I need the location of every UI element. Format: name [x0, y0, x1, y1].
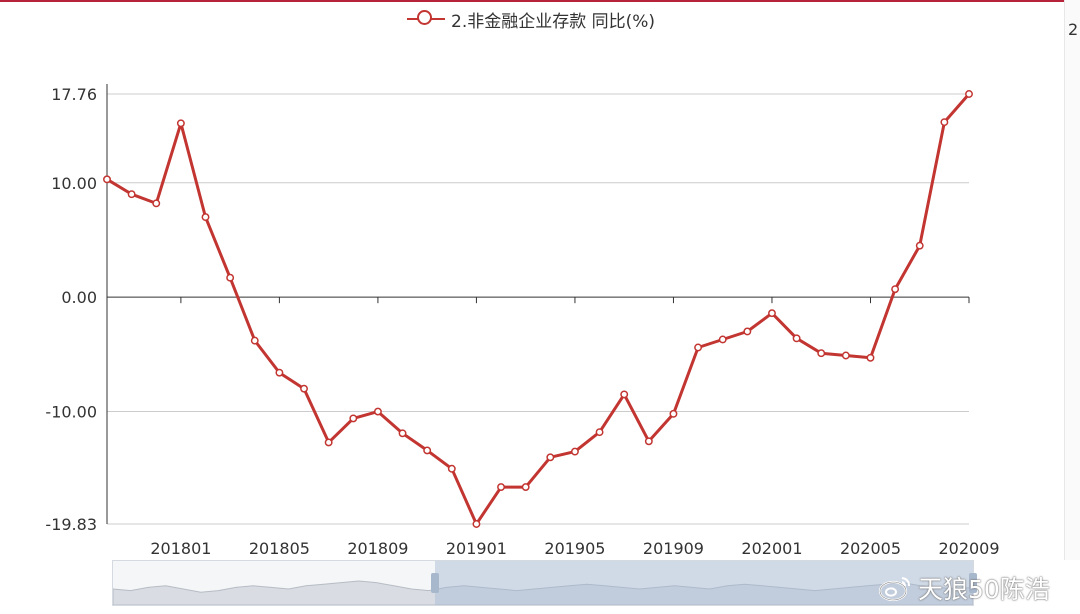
y-tick-label: -10.00: [45, 403, 97, 422]
data-point: [570, 447, 579, 456]
top-border: [0, 0, 1080, 2]
x-tick-label: 201809: [347, 539, 408, 558]
x-tick-label: 201905: [544, 539, 605, 558]
legend-label: 2.非金融企业存款 同比(%): [451, 11, 656, 32]
axes: [106, 84, 970, 524]
side-fragment-text: 2: [1068, 20, 1079, 39]
data-point: [768, 309, 776, 318]
y-tick-label: 0.00: [61, 288, 97, 307]
data-point: [595, 428, 604, 437]
data-point: [940, 118, 949, 127]
y-tick-label: 17.76: [51, 85, 97, 104]
data-point: [620, 390, 629, 399]
data-point: [644, 437, 653, 446]
data-point: [373, 407, 382, 416]
data-point: [521, 483, 530, 492]
x-tick-label: 202009: [938, 539, 999, 558]
data-point: [423, 446, 432, 455]
series-points: [103, 90, 973, 528]
weibo-icon: [878, 577, 910, 602]
zoom-handle-left[interactable]: [431, 573, 439, 593]
y-tick-label: -19.83: [45, 515, 97, 534]
data-point: [152, 199, 161, 208]
zoom-preview-shape: [113, 580, 973, 605]
zoom-handle-right[interactable]: [969, 573, 977, 593]
data-point: [324, 438, 333, 447]
data-point: [743, 327, 752, 336]
data-point: [275, 368, 284, 377]
watermark-text: 天狼50陈浩: [918, 575, 1050, 604]
data-point: [497, 483, 506, 492]
x-tick-label: 202005: [840, 539, 901, 558]
data-point: [127, 190, 136, 199]
data-point: [472, 520, 481, 528]
data-point: [103, 175, 111, 184]
data-point: [546, 453, 555, 462]
data-point: [817, 349, 826, 358]
x-tick-label: 201901: [446, 539, 507, 558]
watermark: 天狼50陈浩: [878, 570, 1050, 606]
x-tick-label: 201805: [249, 539, 310, 558]
data-point: [176, 119, 185, 128]
x-tick-label: 202001: [741, 539, 802, 558]
chart-legend[interactable]: 2.非金融企业存款 同比(%): [407, 6, 655, 32]
data-zoom-slider[interactable]: [112, 560, 977, 606]
series-line-path: [106, 93, 971, 526]
data-point: [201, 213, 210, 222]
y-tick-labels: 17.76 10.00 0.00 -10.00 -19.83: [45, 85, 97, 534]
data-point: [792, 334, 801, 343]
data-point: [866, 353, 875, 362]
data-point: [965, 90, 973, 98]
data-point: [669, 409, 678, 418]
data-point: [398, 429, 407, 438]
data-point: [349, 414, 358, 423]
data-point: [718, 335, 727, 344]
data-point: [694, 343, 703, 352]
data-point: [915, 241, 924, 250]
data-point: [300, 384, 308, 393]
x-tick-label: 201801: [150, 539, 211, 558]
data-point: [841, 351, 850, 360]
data-point: [447, 464, 456, 473]
x-tick-labels: 201801 201805 201809 201901 201905 201909 2020…: [150, 539, 999, 558]
zoom-preview-area: [113, 580, 973, 605]
legend-line-symbol: [407, 6, 445, 32]
right-panel-edge: [1064, 0, 1080, 560]
grid-lines: [107, 93, 969, 525]
series-line: [106, 93, 971, 526]
y-tick-label: 10.00: [51, 174, 97, 193]
x-tick-label: 201909: [643, 539, 704, 558]
data-point: [226, 273, 235, 282]
data-point: [891, 285, 900, 294]
data-point: [250, 336, 259, 345]
